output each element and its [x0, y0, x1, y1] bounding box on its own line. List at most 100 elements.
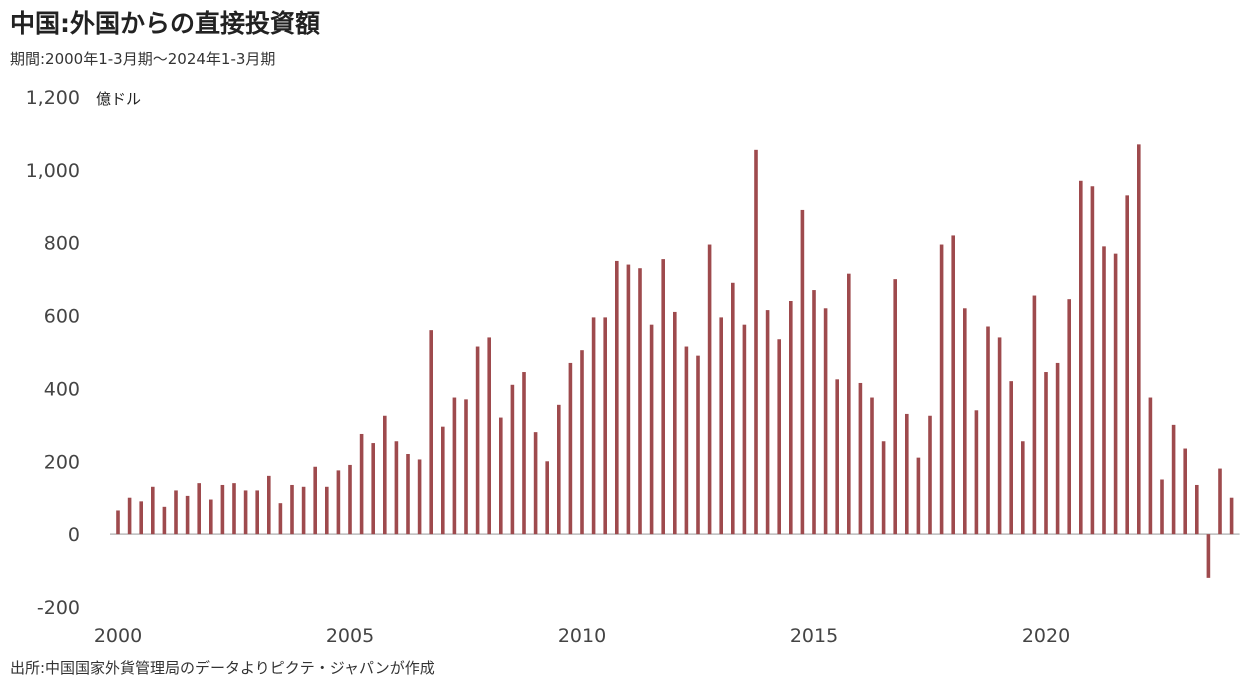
bar — [881, 441, 886, 535]
bar — [116, 510, 120, 535]
bar — [475, 346, 480, 535]
bar — [986, 326, 990, 535]
bar — [568, 362, 573, 535]
bar — [139, 501, 143, 535]
y-tick-label: 0 — [68, 524, 80, 546]
bar — [394, 441, 399, 535]
bar — [383, 415, 387, 535]
bar — [870, 397, 874, 535]
bar — [1229, 497, 1234, 535]
bar — [406, 454, 410, 535]
y-tick-label: 600 — [44, 306, 80, 328]
y-tick-label: 800 — [44, 233, 80, 255]
bar — [1032, 295, 1037, 535]
bar — [1206, 534, 1211, 578]
bar — [742, 324, 747, 535]
bar — [127, 497, 132, 535]
bar — [197, 483, 201, 535]
bar — [1195, 484, 1199, 535]
bar — [939, 244, 944, 535]
bar — [255, 490, 259, 535]
bar — [557, 404, 561, 535]
x-tick-label: 2005 — [326, 625, 374, 647]
bar — [243, 490, 248, 535]
chart-axes: -200 0 200 400 600 800 1,000 1,200 億ドル 2000 2005 20… — [26, 87, 1240, 647]
bar — [719, 317, 723, 535]
bar — [1044, 372, 1048, 535]
bar — [313, 466, 317, 535]
y-unit-label: 億ドル — [96, 90, 141, 108]
bar — [974, 410, 979, 535]
bar — [429, 330, 433, 535]
bar — [278, 503, 283, 535]
bar — [1160, 479, 1164, 535]
bar — [893, 279, 897, 535]
bar — [835, 379, 839, 535]
bar — [1055, 362, 1060, 535]
bar — [615, 260, 619, 535]
bar — [997, 337, 1002, 535]
bar — [510, 384, 515, 535]
y-tick-label: 1,000 — [26, 160, 80, 182]
bar — [162, 506, 167, 535]
bar — [1218, 468, 1222, 535]
bar-series — [116, 144, 1234, 578]
bar — [1021, 441, 1025, 535]
bar — [185, 495, 190, 535]
bar — [209, 499, 213, 535]
bar — [673, 311, 677, 535]
source-note: 出所:中国国家外貨管理局のデータよりピクテ・ジャパンが作成 — [10, 659, 435, 677]
bar — [417, 459, 422, 535]
bar — [905, 413, 909, 535]
bar — [928, 415, 932, 535]
bar — [441, 426, 445, 535]
bar — [1171, 424, 1176, 535]
bar — [638, 268, 642, 535]
bar — [348, 464, 352, 535]
chart-subtitle: 期間:2000年1-3月期～2024年1-3月期 — [10, 50, 276, 68]
bar — [789, 301, 793, 535]
bar — [325, 486, 329, 535]
bar — [1183, 448, 1187, 535]
bar — [812, 290, 816, 535]
bar — [290, 484, 294, 535]
x-tick-label: 2010 — [558, 625, 606, 647]
bar — [1137, 144, 1141, 535]
chart-title: 中国:外国からの直接投資額 — [10, 9, 320, 38]
bar — [823, 308, 828, 535]
bar — [603, 317, 607, 535]
bar — [545, 461, 549, 535]
bar — [707, 244, 712, 535]
y-tick-label: 1,200 — [26, 87, 80, 109]
bar — [267, 475, 271, 535]
bar — [522, 372, 526, 535]
bar — [371, 443, 375, 535]
bar — [626, 264, 631, 535]
bar — [1125, 195, 1129, 535]
bar — [301, 486, 306, 535]
x-tick-label: 2000 — [94, 625, 142, 647]
y-tick-label: 400 — [44, 378, 80, 400]
y-tick-label: 200 — [44, 451, 80, 473]
bar — [591, 317, 596, 535]
bar — [661, 259, 665, 535]
bar — [649, 324, 654, 535]
bar — [1113, 253, 1118, 535]
bar — [777, 339, 781, 535]
bar — [765, 310, 770, 535]
bar — [731, 282, 735, 535]
bar — [464, 399, 468, 535]
bar — [951, 235, 955, 535]
bar — [1148, 397, 1153, 535]
bar — [452, 397, 457, 535]
bar — [847, 273, 851, 535]
bar — [963, 308, 967, 535]
bar — [174, 490, 178, 535]
bar — [1102, 246, 1106, 535]
bar — [696, 355, 700, 535]
bar — [499, 417, 503, 535]
x-tick-label: 2020 — [1022, 625, 1070, 647]
bar — [580, 350, 584, 535]
bar — [916, 457, 921, 535]
